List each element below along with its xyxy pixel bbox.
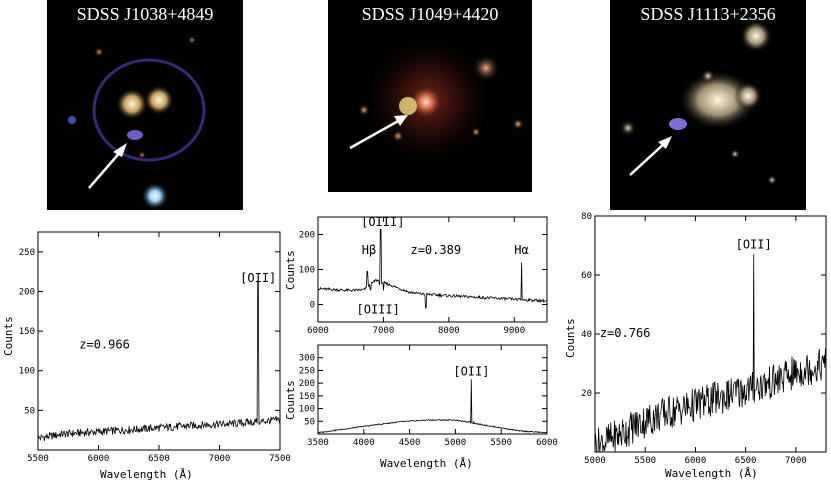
image-title: SDSS J1049+4420 xyxy=(361,4,499,24)
galaxy-image-2: SDSS J1049+4420 xyxy=(328,0,532,192)
plot-frame xyxy=(317,344,548,435)
x-tick-label: 7000 xyxy=(209,454,231,464)
galaxy-image-3: SDSS J1113+2356 xyxy=(610,0,806,210)
chart-annotation: [OII] xyxy=(453,365,489,379)
y-tick-label: 250 xyxy=(299,366,315,376)
x-tick-label: 8000 xyxy=(438,326,460,336)
spectrum-line xyxy=(317,228,548,309)
y-tick-label: 50 xyxy=(304,417,315,427)
y-tick-label: 0 xyxy=(310,301,315,311)
y-tick-label: 40 xyxy=(581,330,592,340)
x-tick-label: 6000 xyxy=(685,456,707,466)
y-tick-label: 300 xyxy=(299,354,315,364)
x-tick-label: 3500 xyxy=(307,438,329,448)
y-tick-label: 50 xyxy=(24,406,35,416)
image-title: SDSS J1038+4849 xyxy=(76,4,214,24)
spectrum-chart-j1038: 5500 6000 6500 7000 7500 50 100 150 200 250 z=0.96… xyxy=(19,231,291,464)
x-tick-label: 5000 xyxy=(584,456,606,466)
spectrum-chart-j1049-blue: 3500 4000 4500 5000 5500 6000 50 100 150 200 250 30… xyxy=(299,344,558,448)
galaxy-image-1-art xyxy=(68,36,206,210)
x-tick-label: 7500 xyxy=(269,454,291,464)
y-tick-label: 60 xyxy=(581,271,592,281)
x-tick-label: 4000 xyxy=(353,438,375,448)
y-tick-label: 200 xyxy=(299,379,315,389)
spectrum-line xyxy=(317,379,548,434)
chart-annotation: [OIII] xyxy=(357,302,400,316)
x-tick-label: 6500 xyxy=(735,456,757,466)
x-tick-label: 9000 xyxy=(503,326,525,336)
x-tick-label: 5000 xyxy=(445,438,467,448)
x-tick-label: 4500 xyxy=(399,438,421,448)
chart-annotation: [OII] xyxy=(736,237,772,251)
x-tick-label: 6000 xyxy=(307,326,329,336)
x-tick-label: 6000 xyxy=(536,438,558,448)
y-axis-label: Counts xyxy=(2,316,15,356)
x-tick-label: 5500 xyxy=(634,456,656,466)
y-tick-label: 100 xyxy=(299,266,315,276)
y-tick-label: 250 xyxy=(19,248,35,258)
y-tick-label: 150 xyxy=(299,392,315,402)
x-tick-label: 5500 xyxy=(27,454,49,464)
chart-annotation: Hα xyxy=(514,243,528,257)
chart-annotation: Hβ xyxy=(362,243,376,257)
chart-annotation: z=0.966 xyxy=(79,338,130,352)
chart-annotation: z=0.389 xyxy=(410,243,461,257)
x-tick-label: 5500 xyxy=(490,438,512,448)
y-axis-label: Counts xyxy=(284,380,297,420)
x-tick-label: 6500 xyxy=(148,454,170,464)
galaxy-image-2-art xyxy=(349,30,524,170)
y-tick-label: 150 xyxy=(19,327,35,337)
y-tick-label: 20 xyxy=(581,389,592,399)
chart-annotation: [OII] xyxy=(240,271,276,285)
y-tick-label: 100 xyxy=(19,367,35,377)
x-tick-label: 7000 xyxy=(785,456,807,466)
spectrum-line xyxy=(594,254,827,453)
image-title: SDSS J1113+2356 xyxy=(640,4,776,24)
y-tick-label: 200 xyxy=(19,287,35,297)
spectrum-chart-j1049-red: 6000 7000 8000 9000 0 100 200 [OIII] Hβ z=0.389 Hα… xyxy=(299,215,548,336)
x-tick-label: 7000 xyxy=(373,326,395,336)
y-axis-label: Counts xyxy=(284,250,297,290)
y-axis-label: Counts xyxy=(564,318,577,358)
galaxy-image-3-art xyxy=(620,20,777,185)
galaxy-image-1: SDSS J1038+4849 xyxy=(47,0,243,210)
y-tick-label: 100 xyxy=(299,405,315,415)
chart-annotation: [OIII] xyxy=(361,215,404,229)
y-tick-label: 80 xyxy=(581,212,592,222)
x-axis-label: Wavelength (Å) xyxy=(100,468,193,481)
x-axis-label: Wavelength (Å) xyxy=(665,467,758,480)
x-tick-label: 6000 xyxy=(88,454,110,464)
x-axis-label: Wavelength (Å) xyxy=(380,457,473,470)
spectrum-chart-j1113: 5000 5500 6000 6500 7000 20 40 60 80 z=0.766 [OII] xyxy=(581,212,827,466)
spectrum-line xyxy=(37,281,281,441)
y-tick-label: 200 xyxy=(299,231,315,241)
chart-annotation: z=0.766 xyxy=(600,326,651,340)
